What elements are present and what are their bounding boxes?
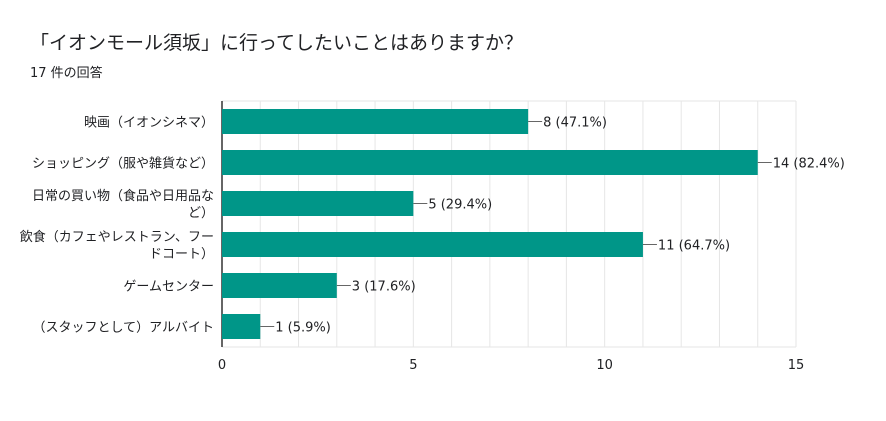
data-label: 11 (64.7%) <box>658 239 730 254</box>
x-tick-label: 10 <box>596 358 613 373</box>
category-labels: 映画（イオンシネマ） ショッピング（服や雑貨など） 日常の買い物（食品や日用品など）… <box>20 116 214 336</box>
category-label: 映画（イオンシネマ） <box>84 116 214 131</box>
category-label: ショッピング（服や雑貨など） <box>32 156 214 172</box>
bar <box>222 191 414 216</box>
category-label: （スタッフとして）アルバイト <box>33 321 214 336</box>
bar <box>222 109 529 134</box>
x-tick-label: 0 <box>218 358 226 373</box>
bar <box>222 232 643 257</box>
category-label: 飲食（カフェやレストラン、フー <box>20 229 214 245</box>
category-label: ゲームセンター <box>123 280 214 295</box>
x-tick-label: 15 <box>788 358 805 373</box>
data-label: 8 (47.1%) <box>543 116 607 131</box>
category-label: 日常の買い物（食品や日用品な <box>32 188 214 204</box>
bar <box>222 150 758 175</box>
grid-lines <box>221 100 797 348</box>
category-label: ドコート） <box>149 247 214 262</box>
data-label: 14 (82.4%) <box>773 157 845 172</box>
data-label: 5 (29.4%) <box>428 198 492 213</box>
data-label: 3 (17.6%) <box>352 280 416 295</box>
bar <box>222 273 337 298</box>
data-label: 1 (5.9%) <box>275 321 331 336</box>
bars: 8 (47.1%) 14 (82.4%) 5 (29.4%) 11 (64.7%) 3 … <box>222 109 845 339</box>
bar <box>222 314 261 339</box>
response-count: 17 件の回答 <box>30 66 103 81</box>
x-axis-ticks: 0 5 10 15 <box>218 358 804 373</box>
chart-title: 「イオンモール須坂」に行ってしたいことはありますか？ <box>30 32 524 54</box>
category-label: ど） <box>188 206 214 221</box>
x-tick-label: 5 <box>409 358 417 373</box>
